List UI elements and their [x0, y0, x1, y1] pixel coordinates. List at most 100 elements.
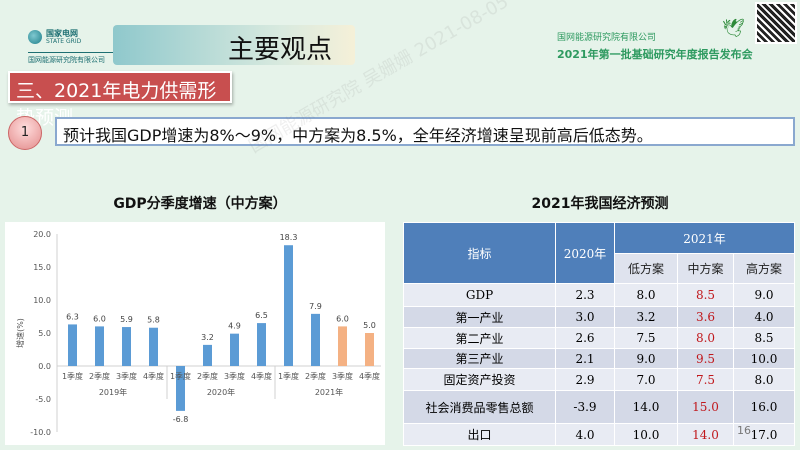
- data-label: -6.8: [173, 415, 189, 424]
- cell-high: 17.0: [733, 423, 795, 446]
- cell-high: 8.5: [733, 327, 795, 349]
- bar: [122, 327, 131, 366]
- logo-name-cn: 国家电网: [46, 29, 78, 38]
- point-number: 1: [8, 116, 42, 150]
- bar: [176, 366, 185, 411]
- data-label: 5.0: [363, 321, 376, 330]
- title-bar: 主要观点: [113, 25, 355, 65]
- org-name: 国网能源研究院有限公司: [557, 33, 657, 43]
- forecast-table: 指标 2020年 2021年 低方案 中方案 高方案 GDP 2.3 8.0 8.5 9…: [403, 222, 795, 446]
- globe-icon: [28, 30, 42, 44]
- x-tick-label: 3季度: [116, 371, 137, 381]
- cell-name: GDP: [403, 283, 556, 307]
- y-tick-label: -10.0: [30, 428, 51, 437]
- cell-high: 9.0: [733, 283, 795, 307]
- x-tick-label: 4季度: [143, 371, 164, 381]
- data-label: 3.2: [201, 333, 214, 342]
- cell-high: 10.0: [733, 348, 795, 369]
- group-label: 2020年: [207, 387, 235, 397]
- bar: [365, 333, 374, 366]
- header-mid: 中方案: [677, 253, 734, 284]
- cell-y2020: 2.1: [555, 348, 615, 369]
- cell-low: 7.0: [614, 368, 678, 391]
- cell-mid: 8.0: [677, 327, 734, 349]
- gdp-chart-svg: 20.0 15.0 10.0 5.0 0.0 -5.0 -10.0 增速(%) 6.3 1季度 6.…: [15, 230, 381, 437]
- gdp-chart: 20.0 15.0 10.0 5.0 0.0 -5.0 -10.0 增速(%) 6.3 1季度 6.…: [5, 222, 385, 445]
- cell-high: 4.0: [733, 306, 795, 328]
- cell-low: 9.0: [614, 348, 678, 369]
- y-tick-label: 15.0: [33, 263, 51, 272]
- cell-y2020: 4.0: [555, 423, 615, 446]
- cell-mid: 15.0: [677, 390, 734, 424]
- cell-mid: 3.6: [677, 306, 734, 328]
- cell-name: 第三产业: [403, 348, 556, 369]
- bar: [257, 323, 266, 366]
- bar: [311, 313, 320, 366]
- table-title: 2021年我国经济预测: [531, 196, 669, 212]
- table-row: 固定资产投资 2.9 7.0 7.5 8.0: [403, 368, 795, 391]
- data-label: 6.0: [336, 314, 349, 323]
- x-tick-label: 3季度: [332, 371, 353, 381]
- cell-name: 固定资产投资: [403, 368, 556, 391]
- logo-subsidiary: 国网能源研究院有限公司: [28, 52, 123, 65]
- cell-high: 8.0: [733, 368, 795, 391]
- group-label: 2021年: [315, 387, 343, 397]
- x-tick-label: 4季度: [251, 371, 272, 381]
- y-tick-label: 0.0: [38, 362, 51, 371]
- bar: [149, 327, 158, 366]
- cell-y2020: 2.3: [555, 283, 615, 307]
- table-row: GDP 2.3 8.0 8.5 9.0: [403, 283, 795, 307]
- logo-name-en: STATE GRID: [46, 38, 82, 45]
- x-tick-label: 2季度: [197, 371, 218, 381]
- cell-y2020: 2.6: [555, 327, 615, 349]
- cell-high: 16.0: [733, 390, 795, 424]
- y-tick-label: 10.0: [33, 296, 51, 305]
- qr-code: [755, 2, 797, 44]
- chart-title: GDP分季度增速（中方案）: [113, 196, 287, 212]
- cell-mid: 9.5: [677, 348, 734, 369]
- group-label: 2019年: [99, 387, 127, 397]
- data-label: 5.9: [120, 315, 133, 324]
- cell-name: 社会消费品零售总额: [403, 390, 556, 424]
- x-tick-label: 2季度: [89, 371, 110, 381]
- y-tick-label: 5.0: [38, 329, 51, 338]
- header-indicator: 指标: [403, 222, 556, 284]
- data-label: 6.5: [255, 311, 268, 320]
- header-low: 低方案: [614, 253, 678, 284]
- x-tick-label: 2季度: [305, 371, 326, 381]
- bar: [338, 326, 347, 366]
- table-row: 第二产业 2.6 7.5 8.0 8.5: [403, 327, 795, 349]
- x-tick-label: 4季度: [359, 371, 380, 381]
- table-row: 出口 4.0 10.0 14.0 17.0: [403, 423, 795, 446]
- table-row: 第三产业 2.1 9.0 9.5 10.0: [403, 348, 795, 369]
- data-label: 5.8: [147, 316, 160, 325]
- event-name: 2021年第一批基础研究年度报告发布会: [557, 48, 753, 61]
- cell-name: 出口: [403, 423, 556, 446]
- cell-name: 第二产业: [403, 327, 556, 349]
- page-number: 16: [737, 424, 751, 437]
- cell-y2020: 2.9: [555, 368, 615, 391]
- page-title: 主要观点: [228, 35, 333, 65]
- y-tick-label: 20.0: [33, 230, 51, 239]
- cell-low: 7.5: [614, 327, 678, 349]
- y-axis-label: 增速(%): [15, 318, 25, 348]
- data-label: 18.3: [280, 233, 298, 242]
- cell-mid: 8.5: [677, 283, 734, 307]
- header-high: 高方案: [733, 253, 795, 284]
- table-row: 第一产业 3.0 3.2 3.6 4.0: [403, 306, 795, 328]
- x-tick-label: 1季度: [278, 371, 299, 381]
- cell-mid: 14.0: [677, 423, 734, 446]
- bar: [203, 344, 212, 366]
- section-title: 三、2021年电力供需形势预测: [8, 71, 232, 129]
- cell-low: 10.0: [614, 423, 678, 446]
- data-label: 6.0: [93, 314, 106, 323]
- cell-low: 14.0: [614, 390, 678, 424]
- x-tick-label: 1季度: [170, 371, 191, 381]
- header-2021: 2021年: [614, 222, 795, 254]
- data-label: 4.9: [228, 322, 241, 331]
- cell-y2020: -3.9: [555, 390, 615, 424]
- cell-name: 第一产业: [403, 306, 556, 328]
- bar: [95, 326, 104, 366]
- header-2020: 2020年: [555, 222, 615, 284]
- bar: [284, 245, 293, 366]
